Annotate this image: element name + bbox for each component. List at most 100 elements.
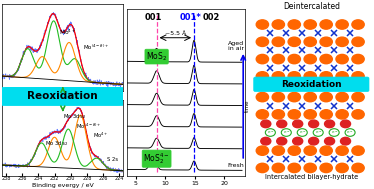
Circle shape [345,129,355,136]
Circle shape [304,54,316,64]
Circle shape [256,163,269,173]
Circle shape [352,37,364,46]
Circle shape [256,72,269,81]
Circle shape [281,129,291,136]
Circle shape [277,137,287,145]
Text: time: time [245,100,250,112]
Circle shape [320,72,332,81]
Text: Mo 3d$_{5/2}$: Mo 3d$_{5/2}$ [62,113,86,121]
Circle shape [304,20,316,29]
Circle shape [320,20,332,29]
Circle shape [313,129,323,136]
Circle shape [261,137,271,145]
Circle shape [272,20,285,29]
X-axis label: Binding evergy / eV: Binding evergy / eV [32,183,94,188]
Circle shape [272,92,285,102]
Text: e$^-$: e$^-$ [298,129,306,136]
Text: e$^-$: e$^-$ [346,129,354,136]
Circle shape [265,129,275,136]
Text: Aged
in air: Aged in air [228,41,244,51]
Circle shape [336,72,348,81]
Text: 001*: 001* [180,13,202,22]
Circle shape [304,37,316,46]
Circle shape [256,110,269,119]
Text: Mo$^{4+}$: Mo$^{4+}$ [93,131,108,140]
Text: Mo$^{(4-\delta)+}$: Mo$^{(4-\delta)+}$ [76,121,102,131]
Circle shape [336,92,348,102]
Circle shape [336,110,348,119]
Circle shape [352,163,364,173]
Circle shape [320,146,332,155]
Circle shape [336,20,348,29]
Circle shape [352,92,364,102]
Circle shape [320,37,332,46]
Circle shape [272,163,285,173]
Circle shape [352,20,364,29]
Text: Deintercalated: Deintercalated [283,2,340,11]
Circle shape [272,37,285,46]
Circle shape [256,37,269,46]
Circle shape [272,110,285,119]
Circle shape [288,110,300,119]
Circle shape [304,72,316,81]
Text: S 2s: S 2s [107,157,118,162]
FancyBboxPatch shape [2,87,123,106]
Text: Mo$^{4+}$: Mo$^{4+}$ [59,27,76,37]
FancyBboxPatch shape [254,77,369,91]
Circle shape [288,92,300,102]
Circle shape [277,120,287,128]
Text: e$^-$: e$^-$ [331,129,338,136]
Text: Fresh: Fresh [228,163,244,168]
Circle shape [340,137,350,145]
Circle shape [288,20,300,29]
Circle shape [256,92,269,102]
Circle shape [320,163,332,173]
Circle shape [297,129,307,136]
Circle shape [329,129,339,136]
Circle shape [288,72,300,81]
Text: MoS$_2^{4-}$: MoS$_2^{4-}$ [143,151,170,166]
Circle shape [288,37,300,46]
Circle shape [261,120,271,128]
Circle shape [256,54,269,64]
Text: e$^-$: e$^-$ [267,129,274,136]
Circle shape [272,72,285,81]
Circle shape [288,163,300,173]
Text: e$^-$: e$^-$ [315,129,322,136]
Circle shape [272,146,285,155]
Circle shape [320,92,332,102]
Circle shape [304,146,316,155]
Circle shape [288,54,300,64]
Circle shape [340,120,350,128]
Circle shape [288,146,300,155]
Circle shape [325,137,335,145]
Circle shape [304,92,316,102]
Circle shape [336,37,348,46]
Circle shape [293,137,303,145]
X-axis label: 2$\theta$(Cu K$\alpha$) / $\degree$: 2$\theta$(Cu K$\alpha$) / $\degree$ [161,187,211,189]
Text: Reoxidation: Reoxidation [27,91,98,101]
Circle shape [256,20,269,29]
Circle shape [304,110,316,119]
Text: Mo 3d$_{3/2}$: Mo 3d$_{3/2}$ [45,140,68,148]
Circle shape [256,146,269,155]
Text: MoS$_2$: MoS$_2$ [146,50,167,63]
Circle shape [352,72,364,81]
Circle shape [336,54,348,64]
Text: 001: 001 [145,13,162,22]
Circle shape [304,163,316,173]
Text: Mo$^{(4-\delta)+}$: Mo$^{(4-\delta)+}$ [83,43,109,52]
Text: e$^-$: e$^-$ [283,129,290,136]
Circle shape [352,146,364,155]
Circle shape [320,54,332,64]
Circle shape [352,54,364,64]
Circle shape [336,146,348,155]
Circle shape [320,110,332,119]
Text: ~5.5 Å: ~5.5 Å [165,31,186,36]
Text: Reoxidation: Reoxidation [281,80,342,89]
Circle shape [352,110,364,119]
Text: 002: 002 [203,13,220,22]
Circle shape [309,120,319,128]
Circle shape [325,120,335,128]
Circle shape [293,120,303,128]
